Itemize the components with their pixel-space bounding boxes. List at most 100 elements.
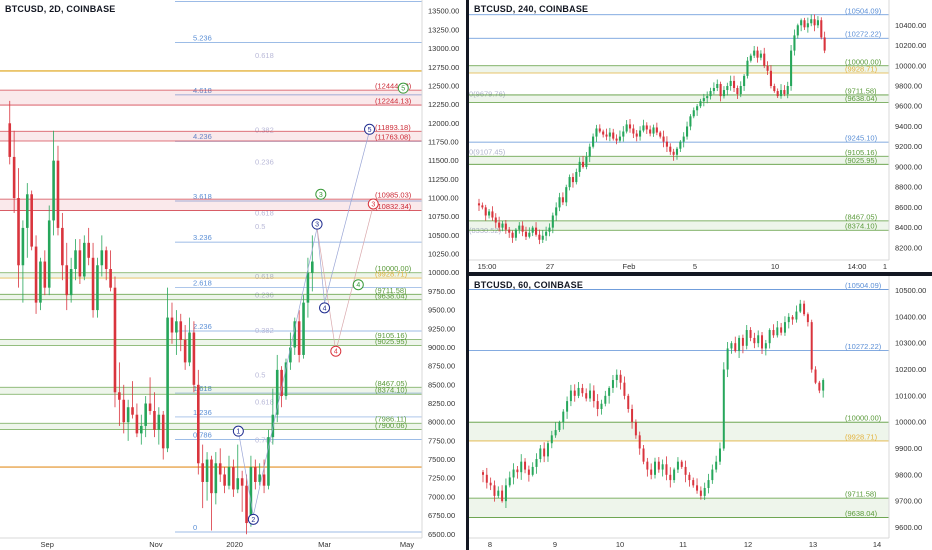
candle-body — [689, 116, 692, 127]
candle-body — [598, 128, 601, 132]
candle-body — [21, 227, 25, 266]
candle-body — [551, 215, 554, 228]
price-level-label: (10985.03) — [375, 191, 412, 200]
candle-body — [524, 231, 528, 237]
candle-body — [702, 98, 705, 102]
wave-marker: 5 — [397, 82, 409, 94]
candle-body — [595, 128, 598, 137]
price-level-label: (9245.10) — [845, 134, 878, 143]
candle-body — [810, 322, 813, 370]
wave-circle — [315, 188, 327, 200]
y-tick-label: 9000.00 — [895, 162, 922, 171]
candle-body — [719, 83, 722, 97]
candle-body — [131, 407, 134, 415]
candle-body — [796, 25, 799, 36]
candle-body — [501, 490, 504, 502]
y-tick-label: 8400.00 — [895, 223, 922, 232]
candle-body — [810, 19, 813, 24]
level-zone — [0, 90, 422, 106]
candle-body — [482, 472, 484, 475]
candle-body — [280, 369, 283, 397]
fib-extension-label: 0.786 — [193, 430, 212, 439]
candle-body — [514, 229, 517, 238]
candle-body — [715, 461, 718, 470]
candle-body — [696, 485, 699, 491]
x-tick-label: Sep — [41, 540, 54, 549]
candle-body — [39, 261, 42, 303]
wave-marker: 4 — [319, 302, 331, 314]
chart-title-240: BTCUSD, 240, COINBASE — [474, 4, 589, 14]
candle-body — [608, 387, 611, 396]
y-tick-label: 10250.00 — [428, 250, 459, 259]
candle-body — [779, 90, 783, 97]
candle-body — [813, 19, 816, 26]
level-zone — [0, 199, 422, 211]
candle-body — [738, 337, 741, 352]
candle-body — [604, 395, 607, 404]
candle-body — [65, 265, 69, 296]
wave-circle — [311, 218, 323, 230]
candle-body — [688, 474, 691, 481]
level-zone — [469, 220, 889, 231]
candle-body — [635, 133, 638, 137]
candle-body — [787, 316, 790, 323]
candle-body — [749, 55, 752, 61]
candle-body — [534, 227, 538, 235]
price-level-label: (10000.00) — [845, 57, 882, 66]
candle-body — [786, 85, 789, 95]
price-level-label: (9105.16) — [845, 148, 878, 157]
price-level-label: (9928.71) — [845, 64, 878, 73]
fib-extension-label: 3.618 — [193, 192, 212, 201]
candle-body — [627, 395, 630, 409]
price-level-label: (10000.00) — [845, 414, 882, 423]
candle-body — [501, 223, 504, 228]
chart-panel-240[interactable]: 0(9679.76) 0(9107.45) (8330.52) (10504.09) (… — [469, 0, 932, 272]
candle-body — [768, 330, 771, 344]
y-tick-label: 10750.00 — [428, 212, 459, 221]
y-tick-label: 11750.00 — [428, 137, 459, 146]
candle-body — [548, 227, 551, 232]
fib-retracement-label: 0.786 — [255, 436, 274, 445]
fib-retracement-label: 0.236 — [255, 291, 274, 300]
candle-body — [734, 343, 737, 352]
chart-panel-60[interactable]: (10504.09) (10272.22) (10000.00) (9928.71) (… — [469, 276, 932, 550]
price-level-label: (7900.06) — [375, 421, 408, 430]
y-tick-label: 13250.00 — [428, 25, 459, 34]
y-tick-label: 9900.00 — [895, 444, 922, 453]
wave-number: 1 — [236, 429, 240, 436]
candle-body — [699, 101, 702, 107]
candle-body — [736, 88, 739, 95]
y-tick-label: 9800.00 — [895, 81, 922, 90]
candle-body — [662, 136, 665, 142]
candle-body — [589, 390, 592, 399]
candle-body — [126, 407, 130, 423]
candle-body — [157, 414, 161, 430]
fib-extension-label: 5.236 — [193, 34, 212, 43]
candle-body — [646, 461, 649, 470]
candle-body — [712, 88, 715, 92]
x-tick-label: 14 — [873, 540, 881, 549]
candle-body — [639, 130, 642, 137]
fib-extension-label: 5.618 — [193, 0, 212, 1]
candle-body — [258, 474, 261, 482]
candle-body — [543, 448, 546, 457]
y-tick-label: 8500.00 — [428, 380, 455, 389]
candle-body — [722, 369, 725, 449]
fib-extension-label: 4.236 — [193, 132, 212, 141]
price-level-label: (9928.71) — [375, 270, 408, 279]
level-zone — [0, 294, 422, 300]
candle-body — [254, 467, 257, 482]
candle-body — [284, 362, 288, 397]
candle-body — [481, 205, 484, 208]
candle-body — [109, 269, 112, 288]
price-level-label: (11763.08) — [375, 132, 411, 141]
candle-body — [631, 409, 634, 423]
price-level-label: (7986.11) — [375, 415, 407, 424]
chart-panel-2d[interactable]: 0 0.786 1.236 1.618 2.236 2.618 3.236 3.618 4.23… — [0, 0, 466, 550]
candle-body — [25, 194, 29, 228]
chart-title-2d: BTCUSD, 2D, COINBASE — [5, 4, 116, 14]
candle-body — [113, 287, 117, 393]
fib-extension-label: 3.236 — [193, 233, 212, 242]
candle-body — [602, 131, 605, 135]
x-tick-label: 10 — [616, 540, 624, 549]
